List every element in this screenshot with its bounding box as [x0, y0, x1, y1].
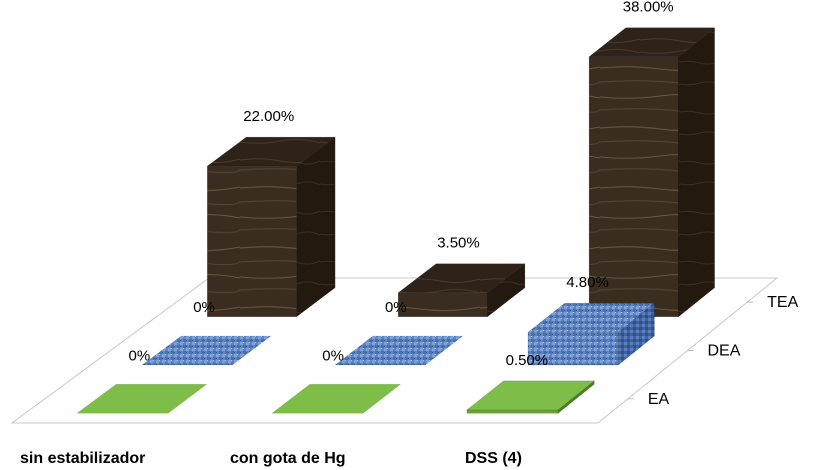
series-label: DEA [708, 343, 741, 360]
category-label: sin estabilizador [20, 450, 145, 467]
bar [76, 384, 208, 414]
bars [76, 27, 716, 414]
data-label: 4.80% [566, 274, 609, 291]
bar [527, 302, 656, 366]
category-label: con gota de Hg [230, 450, 346, 467]
data-label: 0% [193, 299, 215, 316]
data-label: 38.00% [623, 0, 674, 16]
data-label: 0% [385, 299, 407, 316]
floor-outline [10, 277, 779, 424]
bar [588, 27, 716, 318]
data-label: 0% [129, 347, 151, 364]
series-label: EA [648, 391, 670, 408]
data-label: 22.00% [243, 108, 294, 125]
bar [271, 384, 402, 414]
data-label: 3.50% [437, 235, 480, 252]
bar [141, 335, 272, 366]
category-label: DSS (4) [465, 450, 522, 467]
bar [397, 263, 526, 318]
labels: EA DEA TEA sin estabilizador con gota de Hg D… [20, 0, 799, 467]
bar [206, 136, 336, 318]
bar [334, 335, 464, 366]
bar [466, 380, 595, 414]
data-label: 0.50% [506, 352, 549, 369]
series-label: TEA [767, 294, 798, 311]
floor [10, 277, 779, 424]
data-label: 0% [322, 347, 344, 364]
